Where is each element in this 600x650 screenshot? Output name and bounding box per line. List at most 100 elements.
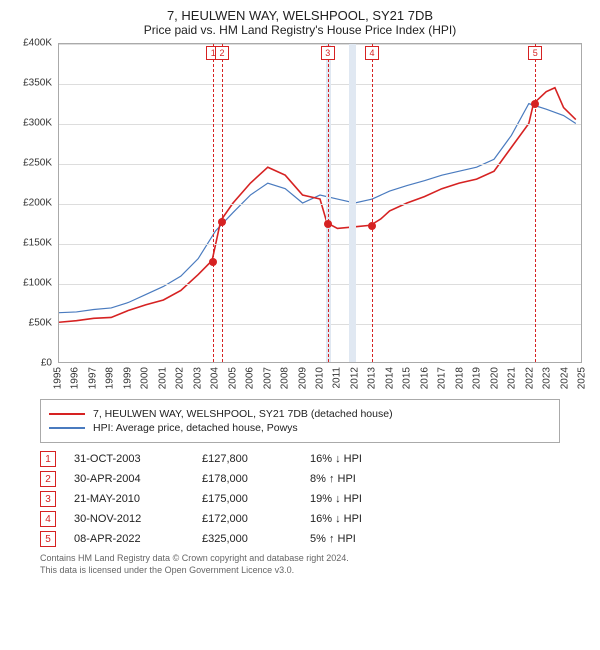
legend-label: HPI: Average price, detached house, Powy… xyxy=(93,422,298,434)
y-tick-label: £0 xyxy=(41,358,52,369)
transaction-row: 1 31-OCT-2003 £127,800 16% ↓ HPI xyxy=(40,451,560,467)
x-tick-label: 1999 xyxy=(122,367,133,389)
marker-box: 2 xyxy=(215,46,229,60)
x-tick-label: 1997 xyxy=(87,367,98,389)
x-tick-label: 2023 xyxy=(542,367,553,389)
x-tick-label: 2010 xyxy=(315,367,326,389)
x-tick-label: 2015 xyxy=(402,367,413,389)
chart-area: £0£50K£100K£150K£200K£250K£300K£350K£400… xyxy=(10,43,590,393)
transaction-marker: 2 xyxy=(40,471,56,487)
x-axis: 1995199619971998199920002001200220032004… xyxy=(58,363,582,393)
y-axis: £0£50K£100K£150K£200K£250K£300K£350K£400… xyxy=(10,43,56,363)
marker-box: 3 xyxy=(321,46,335,60)
x-tick-label: 2007 xyxy=(262,367,273,389)
legend-swatch xyxy=(49,413,85,415)
y-tick-label: £250K xyxy=(23,158,52,169)
x-tick-label: 1995 xyxy=(53,367,64,389)
chart-container: 7, HEULWEN WAY, WELSHPOOL, SY21 7DB Pric… xyxy=(0,0,600,580)
x-tick-label: 2021 xyxy=(507,367,518,389)
gridline xyxy=(59,44,581,45)
y-tick-label: £400K xyxy=(23,38,52,49)
transaction-price: £127,800 xyxy=(202,453,292,465)
footer-line2: This data is licensed under the Open Gov… xyxy=(40,565,590,577)
x-tick-label: 2011 xyxy=(332,367,343,389)
transaction-marker: 3 xyxy=(40,491,56,507)
gridline xyxy=(59,204,581,205)
marker-box: 5 xyxy=(528,46,542,60)
gridline xyxy=(59,244,581,245)
marker-dashline xyxy=(535,44,536,362)
transaction-marker: 4 xyxy=(40,511,56,527)
title-block: 7, HEULWEN WAY, WELSHPOOL, SY21 7DB Pric… xyxy=(10,8,590,37)
marker-box: 4 xyxy=(365,46,379,60)
x-tick-label: 2024 xyxy=(559,367,570,389)
marker-dot xyxy=(368,222,376,230)
gridline xyxy=(59,84,581,85)
transaction-price: £175,000 xyxy=(202,493,292,505)
gridline xyxy=(59,284,581,285)
legend-swatch xyxy=(49,427,85,429)
footer-attribution: Contains HM Land Registry data © Crown c… xyxy=(40,553,590,576)
marker-dashline xyxy=(328,44,329,362)
line-svg xyxy=(59,44,581,362)
transaction-diff: 8% ↑ HPI xyxy=(310,473,430,485)
series-line xyxy=(59,104,576,313)
transaction-row: 2 30-APR-2004 £178,000 8% ↑ HPI xyxy=(40,471,560,487)
marker-dot xyxy=(218,218,226,226)
marker-dot xyxy=(209,258,217,266)
y-tick-label: £200K xyxy=(23,198,52,209)
y-tick-label: £150K xyxy=(23,238,52,249)
transaction-diff: 16% ↓ HPI xyxy=(310,453,430,465)
x-tick-label: 2013 xyxy=(367,367,378,389)
x-tick-label: 1998 xyxy=(105,367,116,389)
transaction-marker: 1 xyxy=(40,451,56,467)
highlight-band xyxy=(349,44,356,362)
x-tick-label: 2018 xyxy=(454,367,465,389)
transaction-row: 3 21-MAY-2010 £175,000 19% ↓ HPI xyxy=(40,491,560,507)
marker-dot xyxy=(531,100,539,108)
x-tick-label: 2025 xyxy=(577,367,588,389)
transaction-date: 21-MAY-2010 xyxy=(74,493,184,505)
transaction-diff: 19% ↓ HPI xyxy=(310,493,430,505)
y-tick-label: £50K xyxy=(29,318,52,329)
transaction-row: 5 08-APR-2022 £325,000 5% ↑ HPI xyxy=(40,531,560,547)
x-tick-label: 2009 xyxy=(297,367,308,389)
marker-dashline xyxy=(372,44,373,362)
x-tick-label: 2004 xyxy=(210,367,221,389)
gridline xyxy=(59,124,581,125)
x-tick-label: 2006 xyxy=(245,367,256,389)
transaction-price: £178,000 xyxy=(202,473,292,485)
transaction-price: £172,000 xyxy=(202,513,292,525)
transaction-date: 30-NOV-2012 xyxy=(74,513,184,525)
x-tick-label: 2000 xyxy=(140,367,151,389)
x-tick-label: 2008 xyxy=(280,367,291,389)
y-tick-label: £350K xyxy=(23,78,52,89)
transaction-date: 08-APR-2022 xyxy=(74,533,184,545)
x-tick-label: 2017 xyxy=(437,367,448,389)
marker-dot xyxy=(324,220,332,228)
transaction-date: 30-APR-2004 xyxy=(74,473,184,485)
x-tick-label: 2019 xyxy=(472,367,483,389)
transaction-price: £325,000 xyxy=(202,533,292,545)
title-subtitle: Price paid vs. HM Land Registry's House … xyxy=(10,23,590,37)
legend-box: 7, HEULWEN WAY, WELSHPOOL, SY21 7DB (det… xyxy=(40,399,560,443)
x-tick-label: 2001 xyxy=(157,367,168,389)
gridline xyxy=(59,324,581,325)
legend-label: 7, HEULWEN WAY, WELSHPOOL, SY21 7DB (det… xyxy=(93,408,393,420)
x-tick-label: 2014 xyxy=(384,367,395,389)
x-tick-label: 2022 xyxy=(524,367,535,389)
transaction-diff: 16% ↓ HPI xyxy=(310,513,430,525)
x-tick-label: 2012 xyxy=(349,367,360,389)
marker-dashline xyxy=(222,44,223,362)
title-address: 7, HEULWEN WAY, WELSHPOOL, SY21 7DB xyxy=(10,8,590,23)
y-tick-label: £100K xyxy=(23,278,52,289)
transaction-diff: 5% ↑ HPI xyxy=(310,533,430,545)
transaction-date: 31-OCT-2003 xyxy=(74,453,184,465)
x-tick-label: 2020 xyxy=(489,367,500,389)
transaction-marker: 5 xyxy=(40,531,56,547)
marker-dashline xyxy=(213,44,214,362)
x-tick-label: 1996 xyxy=(70,367,81,389)
x-tick-label: 2005 xyxy=(227,367,238,389)
x-tick-label: 2003 xyxy=(192,367,203,389)
legend-row: HPI: Average price, detached house, Powy… xyxy=(49,422,551,434)
